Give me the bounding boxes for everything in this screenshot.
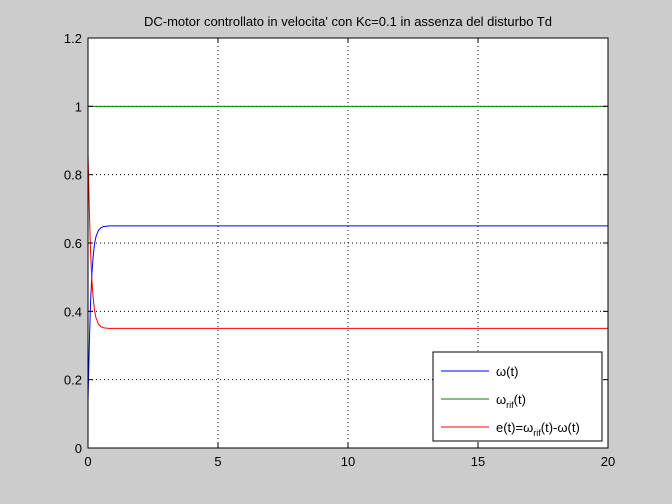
legend-box [432,351,603,442]
y-tick-label: 0 [75,441,82,456]
legend-label-1: ωrif(t) [496,392,526,410]
y-tick-label: 0.8 [64,168,82,183]
y-tick-label: 1.2 [64,31,82,46]
x-tick-label: 0 [84,454,91,469]
x-tick-label: 5 [214,454,221,469]
chart-title: DC-motor controllato in velocita' con Kc… [144,14,552,29]
series-line-0 [87,225,608,401]
y-tick-label: 0.6 [64,236,82,251]
y-tick-label: 0.2 [64,373,82,388]
series-line-2 [87,154,608,329]
y-tick-label: 1 [75,99,82,114]
x-tick-label: 15 [471,454,485,469]
legend: ω(t) ωrif(t) e(t)=ωrif(t)-ω(t) [432,351,603,442]
y-tick-label: 0.4 [64,304,82,319]
axis-ticks: 0 5 10 15 20 0 0.2 0.4 0.6 0.8 1 1.2 [64,31,615,469]
x-tick-label: 20 [601,454,615,469]
legend-label-2: e(t)=ωrif(t)-ω(t) [496,420,580,438]
series-lines [87,105,608,401]
x-tick-label: 10 [341,454,355,469]
legend-label-0: ω(t) [496,364,518,379]
